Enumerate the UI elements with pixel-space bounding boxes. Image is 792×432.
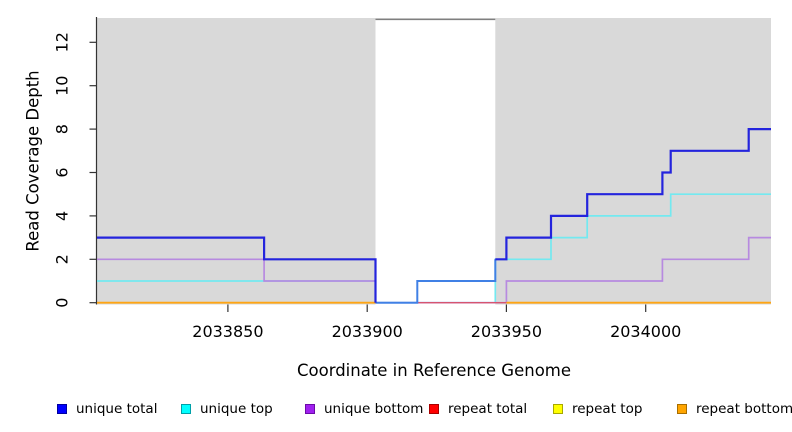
x-tick-label: 2033900	[332, 322, 403, 341]
unique-bottom-line	[97, 236, 771, 304]
legend-swatch-icon	[429, 404, 439, 414]
legend-swatch-icon	[305, 404, 315, 414]
legend-swatch-icon	[181, 404, 191, 414]
x-tick-label: 2033850	[192, 322, 263, 341]
legend-label: repeat total	[448, 401, 528, 417]
x-tick-label: 2034000	[610, 322, 681, 341]
y-tick-label: 8	[53, 124, 72, 134]
y-axis-title: Read Coverage Depth	[23, 70, 43, 252]
x-tick-label: 2033950	[471, 322, 542, 341]
legend-swatch-icon	[57, 404, 67, 414]
unique-total-line	[97, 236, 377, 303]
legend: unique total unique top unique bottom repea…	[0, 398, 792, 424]
y-tick-label: 0	[53, 298, 72, 308]
legend-swatch-icon	[553, 404, 563, 414]
x-axis-title: Coordinate in Reference Genome	[296, 361, 572, 380]
legend-label: unique total	[76, 401, 158, 417]
legend-item-unique-total: unique total	[57, 398, 157, 420]
y-tick-label: 12	[53, 32, 72, 52]
unique-total-line-gap-segment	[375, 259, 497, 304]
legend-item-unique-top: unique top	[181, 398, 273, 420]
legend-label: unique top	[200, 401, 273, 417]
y-tick-label: 4	[53, 211, 72, 221]
unique-total-line	[495, 128, 771, 261]
legend-item-repeat-bottom: repeat bottom	[677, 398, 792, 420]
y-tick-label: 6	[53, 167, 72, 177]
legend-item-repeat-total: repeat total	[429, 398, 527, 420]
legend-swatch-icon	[677, 404, 687, 414]
legend-item-unique-bottom: unique bottom	[305, 398, 423, 420]
legend-label: repeat bottom	[696, 401, 792, 417]
legend-item-repeat-top: repeat top	[553, 398, 642, 420]
gap-region	[375, 18, 496, 305]
y-tick-label: 2	[53, 254, 72, 264]
legend-label: unique bottom	[324, 401, 424, 417]
legend-label: repeat top	[572, 401, 643, 417]
y-tick-label: 10	[53, 76, 72, 96]
